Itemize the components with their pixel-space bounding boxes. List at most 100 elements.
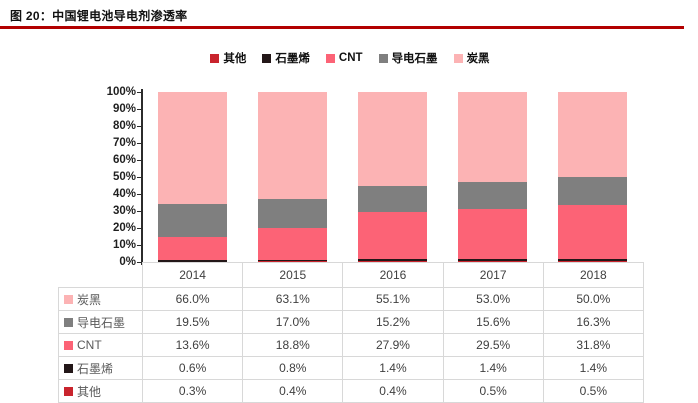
legend-label: 其他 xyxy=(223,53,247,65)
table-value-cell: 0.5% xyxy=(442,379,544,403)
series-swatch-icon xyxy=(64,340,73,350)
table-row-label: 导电石墨 xyxy=(58,310,143,334)
table-row-炭黑: 炭黑 66.0% 63.1% 55.1% 53.0% 50.0% xyxy=(58,287,644,311)
table-value-cell: 53.0% xyxy=(442,287,544,311)
table-value-cell: 66.0% xyxy=(141,287,244,311)
bar-segment-CNT xyxy=(157,237,227,261)
series-name: CNT xyxy=(77,338,102,352)
table-value-cell: 0.8% xyxy=(242,356,344,380)
legend-item: 石墨烯 xyxy=(262,50,310,66)
series-swatch-icon xyxy=(64,317,73,327)
figure-title: 图 20：中国锂电池导电剂渗透率 xyxy=(10,9,188,23)
chart-data-table: 2014 2015 2016 2017 2018 炭黑 66.0% 63.1% 55.1% 53.… xyxy=(58,262,644,403)
bar-segment-炭黑 xyxy=(358,92,427,186)
table-year-header: 2014 xyxy=(141,262,244,288)
legend-swatch-icon xyxy=(210,53,220,63)
bar-segment-CNT xyxy=(458,208,528,259)
bar-segment-石墨烯 xyxy=(458,258,528,262)
y-axis-tick-label: 80% xyxy=(112,120,136,132)
legend-item: 其他 xyxy=(210,50,246,66)
bar-segment-CNT xyxy=(558,204,628,259)
series-swatch-icon xyxy=(64,294,73,304)
bar-segment-石墨烯 xyxy=(358,258,427,262)
table-value-cell: 0.6% xyxy=(141,356,244,380)
title-underline xyxy=(0,26,684,29)
series-name: 炭黑 xyxy=(77,292,102,307)
series-name: 导电石墨 xyxy=(77,315,126,330)
y-axis-tick-mark xyxy=(137,92,142,93)
y-axis-tick-label: 60% xyxy=(112,154,136,166)
legend-label: 炭黑 xyxy=(466,53,490,65)
y-axis-tick-label: 30% xyxy=(112,205,136,217)
y-axis-tick-mark xyxy=(137,143,142,144)
y-axis-tick-label: 90% xyxy=(112,103,136,115)
table-header-row: 2014 2015 2016 2017 2018 xyxy=(59,262,644,288)
bar-segment-炭黑 xyxy=(157,92,227,205)
table-year-header: 2015 xyxy=(242,262,344,288)
table-value-cell: 0.5% xyxy=(542,379,644,403)
y-axis-tick-label: 100% xyxy=(106,86,136,98)
bar-segment-导电石墨 xyxy=(358,185,427,212)
table-year-header: 2017 xyxy=(442,262,544,288)
stacked-bar-2014 xyxy=(157,92,227,262)
table-row-其他: 其他 0.3% 0.4% 0.4% 0.5% 0.5% xyxy=(58,379,644,403)
y-axis-tick-mark xyxy=(137,126,142,127)
y-axis-tick-mark xyxy=(137,245,142,246)
series-swatch-icon xyxy=(64,363,73,373)
table-value-cell: 0.4% xyxy=(242,379,344,403)
y-axis-tick-mark xyxy=(137,109,142,110)
legend-swatch-icon xyxy=(378,53,388,63)
bar-segment-导电石墨 xyxy=(458,182,528,209)
bar-segment-石墨烯 xyxy=(558,258,628,262)
table-value-cell: 0.4% xyxy=(342,379,444,403)
table-value-cell: 1.4% xyxy=(442,356,544,380)
y-axis-tick-mark xyxy=(137,211,142,212)
bar-segment-石墨烯 xyxy=(157,260,227,262)
table-value-cell: 15.2% xyxy=(342,310,444,334)
table-value-cell: 27.9% xyxy=(342,333,444,357)
table-value-cell: 63.1% xyxy=(242,287,344,311)
series-name: 石墨烯 xyxy=(77,361,114,376)
y-axis-tick-label: 0% xyxy=(119,256,136,268)
table-row-label: 其他 xyxy=(58,379,143,403)
y-axis-tick-mark xyxy=(137,228,142,229)
table-value-cell: 1.4% xyxy=(342,356,444,380)
y-axis-tick-label: 40% xyxy=(112,188,136,200)
table-year-header: 2016 xyxy=(342,262,444,288)
legend-swatch-icon xyxy=(325,53,335,63)
bar-segment-其他 xyxy=(358,261,427,262)
table-corner-cell xyxy=(59,263,143,288)
table-value-cell: 13.6% xyxy=(141,333,244,357)
legend-swatch-icon xyxy=(453,53,463,63)
bar-segment-炭黑 xyxy=(257,91,327,200)
bar-segment-导电石墨 xyxy=(257,199,327,228)
bar-segment-CNT xyxy=(358,211,427,259)
table-value-cell: 0.3% xyxy=(141,379,244,403)
table-value-cell: 18.8% xyxy=(242,333,344,357)
series-swatch-icon xyxy=(64,386,73,396)
legend-label: 导电石墨 xyxy=(391,53,438,65)
y-axis-tick-mark xyxy=(137,160,142,161)
stacked-bar-2018 xyxy=(558,92,628,262)
legend-item: CNT xyxy=(325,52,363,64)
table-value-cell: 50.0% xyxy=(542,287,644,311)
stacked-bar-2016 xyxy=(358,92,427,262)
y-axis-tick-label: 10% xyxy=(112,239,136,251)
y-axis-tick-mark xyxy=(137,194,142,195)
bar-segment-其他 xyxy=(157,261,227,262)
table-row-导电石墨: 导电石墨 19.5% 17.0% 15.2% 15.6% 16.3% xyxy=(58,310,644,334)
bar-segment-其他 xyxy=(558,261,628,262)
y-axis-tick-label: 70% xyxy=(112,137,136,149)
table-row-label: CNT xyxy=(58,333,143,357)
table-value-cell: 31.8% xyxy=(542,333,644,357)
y-axis-tick-mark xyxy=(137,177,142,178)
bar-segment-其他 xyxy=(458,261,528,262)
table-value-cell: 19.5% xyxy=(141,310,244,334)
table-row-label: 石墨烯 xyxy=(58,356,143,380)
table-value-cell: 29.5% xyxy=(442,333,544,357)
table-year-header: 2018 xyxy=(542,262,644,288)
bar-segment-CNT xyxy=(257,228,327,260)
chart-legend: 其他 石墨烯 CNT 导电石墨 炭黑 xyxy=(40,50,660,66)
